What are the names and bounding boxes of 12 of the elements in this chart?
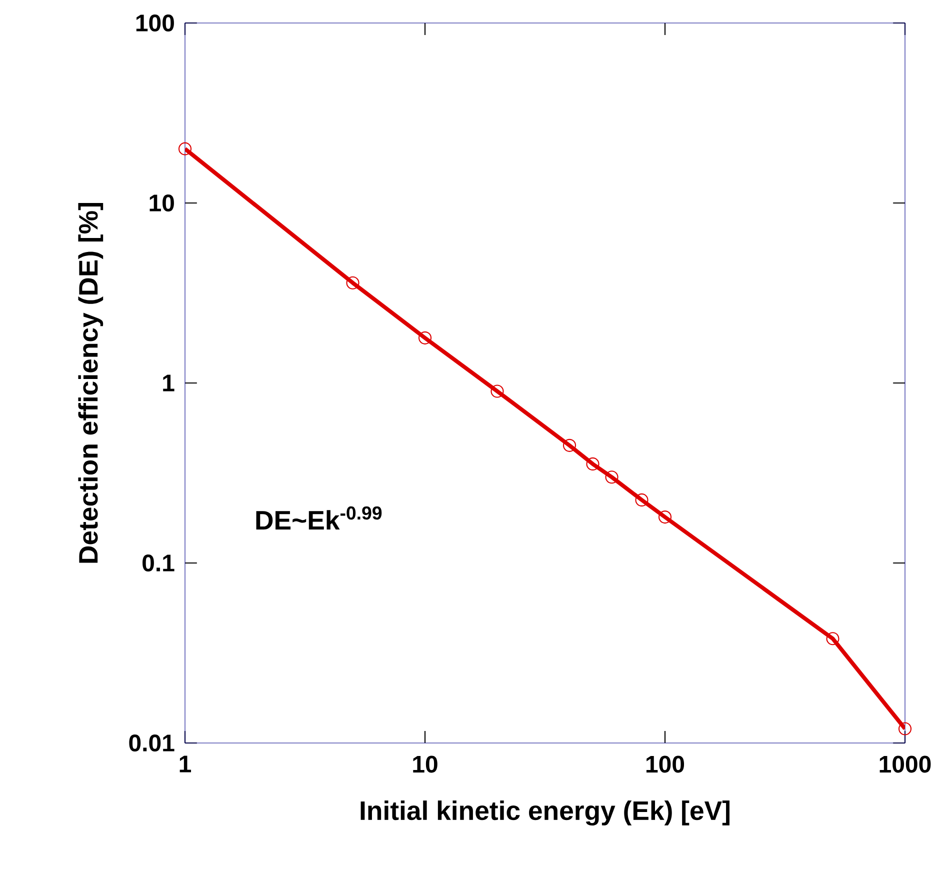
annotation: DE~Ek$^{-0.99}$ [256,506,382,530]
y-tick-label: 10 [150,194,174,212]
x-tick-label: 1000 [880,756,931,773]
x-tick-label: 1 [180,756,192,772]
y-axis-title: Detection efficiency (DE) [%] [78,203,104,563]
x-tick-label: 10 [413,756,438,773]
y-tick-label: 0.01 [129,734,174,752]
x-axis-title: Initial kinetic energy (Ek) [eV] [360,800,730,826]
x-tick-label: 100 [646,756,684,773]
y-tick-label: 100 [136,14,174,32]
y-tick-label: 1 [163,374,174,392]
y-tick-label: 0.1 [142,554,174,572]
